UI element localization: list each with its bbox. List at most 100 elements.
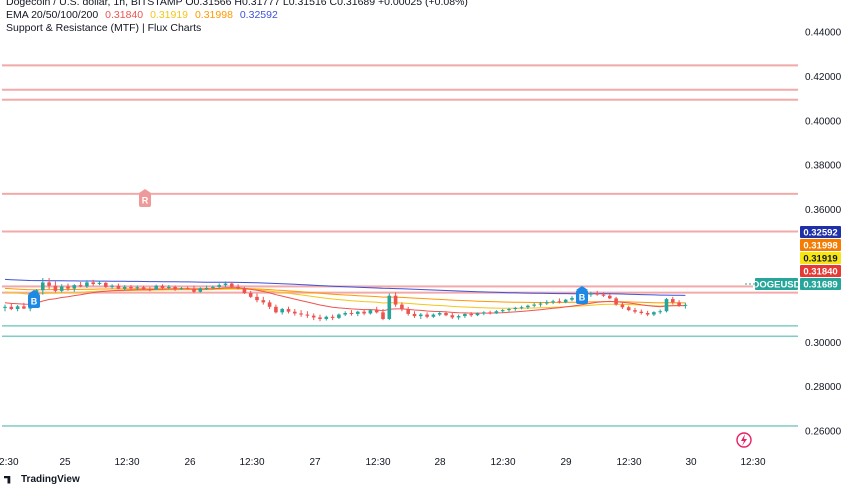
candle-body (192, 288, 196, 292)
resistance-marker: R (139, 189, 151, 207)
candle-body (450, 315, 455, 318)
lightning-icon[interactable] (736, 432, 752, 448)
candle-body (236, 286, 240, 289)
candle-body (513, 307, 518, 310)
candle-body (293, 311, 297, 314)
candle-body (122, 286, 127, 289)
price-label: 0.31840 (800, 265, 841, 278)
candle-body (393, 295, 398, 305)
ema100-value: 0.31998 (194, 9, 233, 21)
x-tick-label: 12:30 (365, 457, 390, 468)
x-tick-label: 12:30 (239, 457, 264, 468)
price-labels-layer: 0.325920.319980.319190.318400.31689DOGEU… (745, 226, 841, 291)
candle-body (141, 287, 146, 290)
ema-legend[interactable]: EMA 20/50/100/200 0.31840 0.31919 0.3199… (6, 9, 282, 22)
candle-body (563, 299, 568, 303)
ema20-value: 0.31840 (105, 9, 144, 21)
ticker-tag-text: DOGEUSD (752, 280, 800, 291)
marker-label: R (142, 196, 149, 206)
candle-body (652, 312, 656, 315)
candle-body (412, 313, 417, 317)
candle-body (419, 314, 423, 317)
candle-body (97, 282, 102, 284)
candle-body (437, 313, 442, 315)
resistance-level (2, 285, 798, 288)
candle-body (431, 314, 436, 317)
resistance-level (2, 291, 798, 294)
tradingview-brand[interactable]: TradingView (4, 474, 80, 485)
candle-body (85, 282, 89, 287)
candle-body (400, 304, 404, 310)
candle-body (78, 285, 83, 287)
candle-body (267, 302, 272, 307)
candle-body (324, 316, 329, 319)
price-label: 0.31998 (800, 239, 841, 252)
candle-body (248, 293, 253, 297)
ema-label: EMA 20/50/100/200 (6, 9, 99, 21)
candle-body (608, 295, 612, 299)
y-tick-label: 0.38000 (805, 161, 842, 172)
candle-body (406, 309, 410, 314)
indicator-legend[interactable]: Support & Resistance (MTF) | Flux Charts (6, 22, 205, 35)
candle-body (135, 287, 140, 289)
y-tick-label: 0.26000 (805, 426, 842, 437)
candle-body (425, 314, 429, 317)
candle-body (91, 282, 95, 284)
candle-body (570, 297, 574, 300)
candle-body (469, 313, 473, 316)
candle-body (41, 282, 45, 291)
candle-body (286, 309, 291, 312)
price-label: 0.32592 (800, 226, 841, 239)
candle-body (255, 296, 259, 301)
x-tick-label: 12:30 (0, 457, 19, 468)
candle-body (639, 311, 644, 314)
candle-body (368, 310, 373, 314)
candle-body (677, 302, 681, 306)
candle-body (349, 313, 354, 315)
candle-body (633, 310, 637, 312)
candle-body (381, 312, 385, 319)
candle-body (538, 303, 543, 305)
x-tick-label: 12:30 (740, 457, 765, 468)
indicator-label: Support & Resistance (MTF) | Flux Charts (6, 22, 202, 34)
ohlc-line: Dogecoin / U.S. dollar, 1h, BITSTAMP O0.… (6, 0, 468, 8)
x-tick-label: 12:30 (114, 457, 139, 468)
candle-body (15, 306, 20, 310)
brand-name: TradingView (21, 474, 80, 485)
support-level (2, 325, 798, 327)
candle-body (242, 288, 247, 294)
candle-body (589, 293, 593, 295)
candle-body (129, 286, 133, 289)
price-axis[interactable]: 0.44000 0.42000 0.40000 0.38000 0.36000 0.300… (805, 28, 842, 438)
candle-body (179, 288, 184, 290)
candle-body (72, 285, 77, 289)
candle-body (343, 313, 347, 315)
candle-body (9, 306, 14, 310)
candle-body (330, 316, 335, 318)
candle-body (519, 307, 524, 309)
time-axis[interactable]: 12:30 25 12:30 26 12:30 27 12:30 28 12:30 29 12:30… (0, 457, 766, 468)
candle-body (444, 313, 448, 316)
y-tick-label: 0.42000 (805, 72, 842, 83)
candle-body (173, 286, 177, 290)
price-label-text: 0.31689 (803, 280, 837, 291)
x-tick-label: 28 (434, 457, 446, 468)
candle-body (620, 304, 625, 308)
signal-markers-layer: R B B (28, 189, 588, 308)
candle-body (683, 304, 688, 306)
buy-marker: B (576, 286, 588, 304)
candle-body (456, 316, 461, 318)
candle-body (488, 312, 492, 314)
marker-label: B (579, 293, 586, 303)
support-level (2, 425, 798, 427)
candle-body (3, 306, 7, 308)
resistance-level (2, 192, 798, 195)
candle-body (475, 313, 480, 316)
candle-body (318, 317, 322, 319)
ema20-line (4, 287, 686, 314)
candle-body (230, 283, 234, 287)
candle-body (482, 312, 486, 314)
candle-body (337, 314, 341, 318)
